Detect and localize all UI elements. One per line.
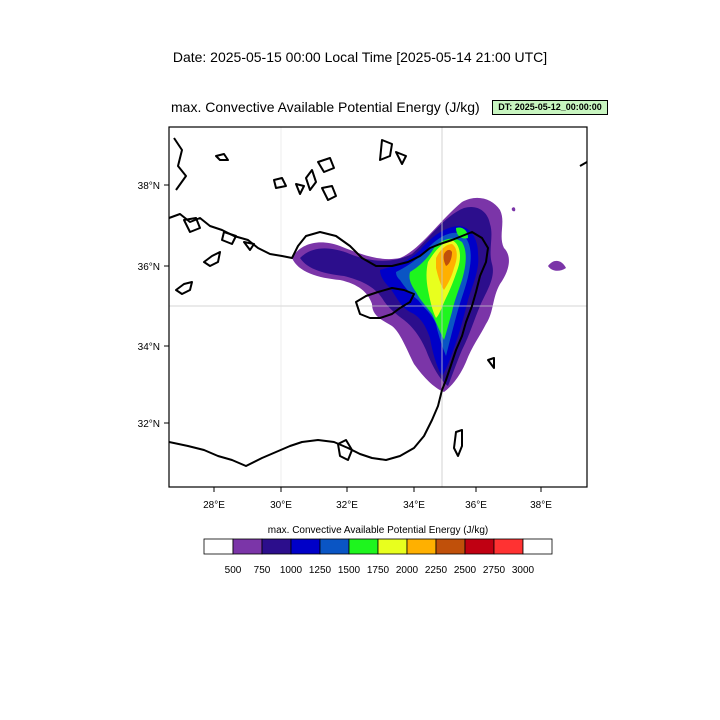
legend-swatch xyxy=(261,538,292,555)
legend-labels: 500 750 1000 1250 1500 1750 2000 2250 2500 2750 30… xyxy=(225,565,535,576)
legend-swatch xyxy=(348,538,379,555)
cape-level-brown xyxy=(443,249,452,266)
lat-label-36n: 36°N xyxy=(138,262,160,273)
lon-label-36e: 36°E xyxy=(465,500,487,511)
legend-label: 500 xyxy=(225,565,242,576)
coast-aegean-9 xyxy=(379,139,393,161)
legend-label: 2250 xyxy=(425,565,448,576)
coast-cyprus xyxy=(355,287,415,319)
coast-aegean-4 xyxy=(273,177,287,189)
coast-nile-delta xyxy=(337,439,353,461)
coast-aegean-6 xyxy=(317,157,335,173)
coast-lake-2 xyxy=(487,357,495,369)
plot-title: max. Convective Available Potential Ener… xyxy=(171,99,480,115)
coast-aegean-8 xyxy=(321,185,337,201)
legend-title: max. Convective Available Potential Ener… xyxy=(268,525,488,536)
lon-label-34e: 34°E xyxy=(403,500,425,511)
dt-badge: DT: 2025-05-12_00:00:00 xyxy=(492,100,608,115)
legend-label: 3000 xyxy=(512,565,535,576)
legend-swatch xyxy=(377,538,408,555)
cape-field xyxy=(292,197,566,392)
coast-aegean-5 xyxy=(295,183,305,195)
lon-label-30e: 30°E xyxy=(270,500,292,511)
coast-crete xyxy=(175,281,193,295)
lon-label-38e: 38°E xyxy=(530,500,552,511)
legend-swatch xyxy=(232,538,263,555)
legend-swatch xyxy=(435,538,466,555)
lat-label-34n: 34°N xyxy=(138,342,160,353)
legend-label: 2000 xyxy=(396,565,419,576)
coast-aegean-2 xyxy=(173,137,187,191)
coastlines xyxy=(169,137,587,467)
coast-aegean-1 xyxy=(183,217,201,233)
legend-swatch xyxy=(493,538,524,555)
legend-label: 2500 xyxy=(454,565,477,576)
legend-colorbar xyxy=(203,538,553,555)
coast-lake-1 xyxy=(453,429,463,457)
legend-label: 1000 xyxy=(280,565,303,576)
date-line: Date: 2025-05-15 00:00 Local Time [2025-… xyxy=(172,49,548,65)
coast-ne xyxy=(579,161,587,167)
coast-aegean-3 xyxy=(215,153,229,161)
coast-aegean-7 xyxy=(305,169,317,191)
legend-swatch xyxy=(406,538,437,555)
legend-swatch xyxy=(319,538,350,555)
legend-label: 2750 xyxy=(483,565,506,576)
coast-anatolia xyxy=(169,213,489,391)
legend-label: 1750 xyxy=(367,565,390,576)
coast-aegean-12 xyxy=(243,241,255,251)
lon-label-32e: 32°E xyxy=(336,500,358,511)
legend-label: 1500 xyxy=(338,565,361,576)
legend-swatch xyxy=(522,538,553,555)
cape-blob-east xyxy=(548,260,566,271)
cape-blob-ne xyxy=(511,207,516,212)
legend-swatch xyxy=(203,538,234,555)
coast-aegean-11 xyxy=(221,231,237,245)
legend-swatch xyxy=(464,538,495,555)
lat-label-32n: 32°N xyxy=(138,419,160,430)
legend-label: 750 xyxy=(254,565,271,576)
coast-aegean-10 xyxy=(395,151,407,165)
legend-label: 1250 xyxy=(309,565,332,576)
lon-label-28e: 28°E xyxy=(203,500,225,511)
legend-swatch xyxy=(290,538,321,555)
map-frame xyxy=(168,126,588,488)
coast-rhodes xyxy=(203,251,221,267)
coast-levant-egypt xyxy=(169,389,443,467)
lat-label-38n: 38°N xyxy=(138,181,160,192)
axis-ticks xyxy=(164,184,542,492)
